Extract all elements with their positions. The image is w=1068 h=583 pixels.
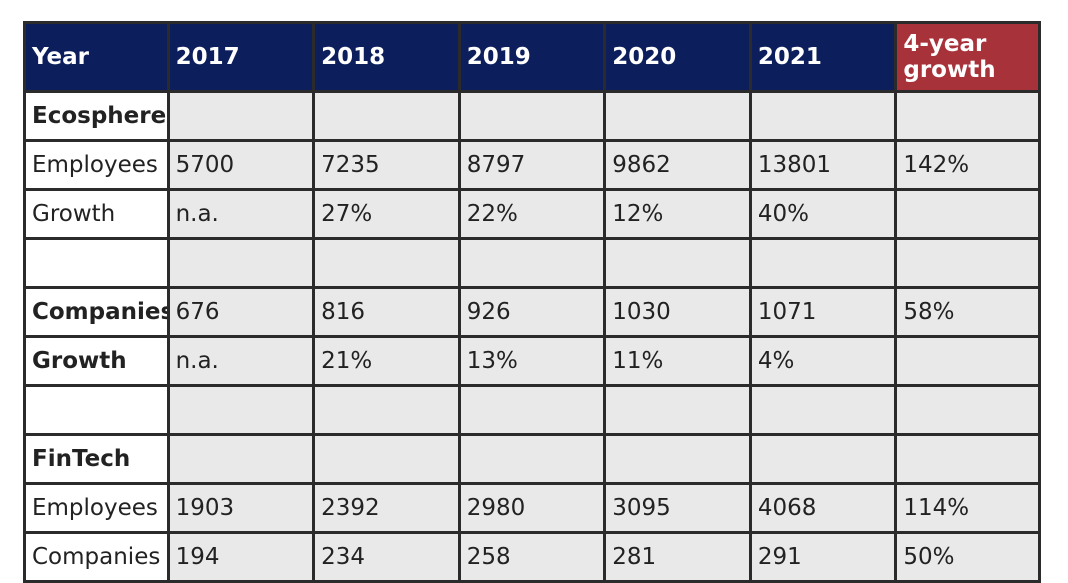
value-cell: 11%	[603, 335, 752, 387]
growth-cell: 50%	[894, 531, 1041, 583]
value-cell: 21%	[312, 335, 461, 387]
table-row: Ecosphere	[23, 90, 1041, 142]
table-row: FinTech	[23, 433, 1041, 485]
value-cell: 2980	[457, 482, 607, 534]
growth-cell	[894, 433, 1041, 485]
value-cell: 258	[457, 531, 607, 583]
value-cell: 7235	[312, 139, 461, 191]
value-cell	[166, 433, 316, 485]
value-cell	[457, 237, 607, 289]
row-label	[23, 384, 170, 436]
table-body: Ecosphere Employees 5700 7235 8797 9862 13801 1…	[23, 90, 1041, 583]
table-row: Growth n.a. 27% 22% 12% 40%	[23, 188, 1041, 240]
growth-cell	[894, 237, 1041, 289]
value-cell: 926	[457, 286, 607, 338]
value-cell: 194	[166, 531, 316, 583]
value-cell: 12%	[603, 188, 752, 240]
header-year-2020: 2020	[603, 21, 752, 93]
row-label: Companies	[23, 531, 170, 583]
growth-cell: 114%	[894, 482, 1041, 534]
value-cell	[166, 90, 316, 142]
row-label: Ecosphere	[23, 90, 170, 142]
value-cell: 281	[603, 531, 752, 583]
value-cell	[312, 433, 461, 485]
value-cell: n.a.	[166, 335, 316, 387]
value-cell: 2392	[312, 482, 461, 534]
header-four-year-growth: 4-year growth	[894, 21, 1041, 93]
value-cell	[748, 433, 898, 485]
row-label: FinTech	[23, 433, 170, 485]
header-year-2018: 2018	[312, 21, 461, 93]
value-cell	[748, 384, 898, 436]
value-cell: 1030	[603, 286, 752, 338]
value-cell	[457, 384, 607, 436]
value-cell: 1071	[748, 286, 898, 338]
value-cell	[603, 433, 752, 485]
header-year-2017: 2017	[166, 21, 316, 93]
table-row: Growth n.a. 21% 13% 11% 4%	[23, 335, 1041, 387]
growth-cell	[894, 384, 1041, 436]
table-row	[23, 384, 1041, 436]
value-cell	[603, 90, 752, 142]
header-year-label: Year	[23, 21, 170, 93]
value-cell: n.a.	[166, 188, 316, 240]
value-cell: 5700	[166, 139, 316, 191]
row-label: Companies	[23, 286, 170, 338]
row-label	[23, 237, 170, 289]
value-cell	[166, 237, 316, 289]
header-year-2021: 2021	[748, 21, 898, 93]
value-cell	[603, 384, 752, 436]
table-row: Companies 676 816 926 1030 1071 58%	[23, 286, 1041, 338]
value-cell: 9862	[603, 139, 752, 191]
value-cell: 676	[166, 286, 316, 338]
value-cell	[166, 384, 316, 436]
header-year-2019: 2019	[457, 21, 607, 93]
table-row: Companies 194 234 258 281 291 50%	[23, 531, 1041, 583]
row-label: Growth	[23, 335, 170, 387]
table-header-row: Year 2017 2018 2019 2020 2021 4-year gro…	[23, 21, 1041, 93]
value-cell: 22%	[457, 188, 607, 240]
value-cell	[457, 433, 607, 485]
value-cell	[603, 237, 752, 289]
value-cell: 27%	[312, 188, 461, 240]
table-row: Employees 1903 2392 2980 3095 4068 114%	[23, 482, 1041, 534]
growth-cell: 58%	[894, 286, 1041, 338]
value-cell: 291	[748, 531, 898, 583]
value-cell: 1903	[166, 482, 316, 534]
value-cell	[748, 237, 898, 289]
row-label: Growth	[23, 188, 170, 240]
value-cell: 13%	[457, 335, 607, 387]
value-cell	[312, 90, 461, 142]
row-label: Employees	[23, 482, 170, 534]
growth-cell: 142%	[894, 139, 1041, 191]
value-cell	[748, 90, 898, 142]
table-row	[23, 237, 1041, 289]
value-cell: 4%	[748, 335, 898, 387]
value-cell: 816	[312, 286, 461, 338]
growth-cell	[894, 188, 1041, 240]
value-cell: 13801	[748, 139, 898, 191]
value-cell: 3095	[603, 482, 752, 534]
value-cell	[457, 90, 607, 142]
value-cell	[312, 237, 461, 289]
table-row: Employees 5700 7235 8797 9862 13801 142%	[23, 139, 1041, 191]
data-table-container: Year 2017 2018 2019 2020 2021 4-year gro…	[23, 21, 1041, 583]
value-cell	[312, 384, 461, 436]
growth-table: Year 2017 2018 2019 2020 2021 4-year gro…	[23, 21, 1041, 583]
value-cell: 8797	[457, 139, 607, 191]
value-cell: 234	[312, 531, 461, 583]
growth-cell	[894, 90, 1041, 142]
row-label: Employees	[23, 139, 170, 191]
value-cell: 40%	[748, 188, 898, 240]
growth-cell	[894, 335, 1041, 387]
value-cell: 4068	[748, 482, 898, 534]
